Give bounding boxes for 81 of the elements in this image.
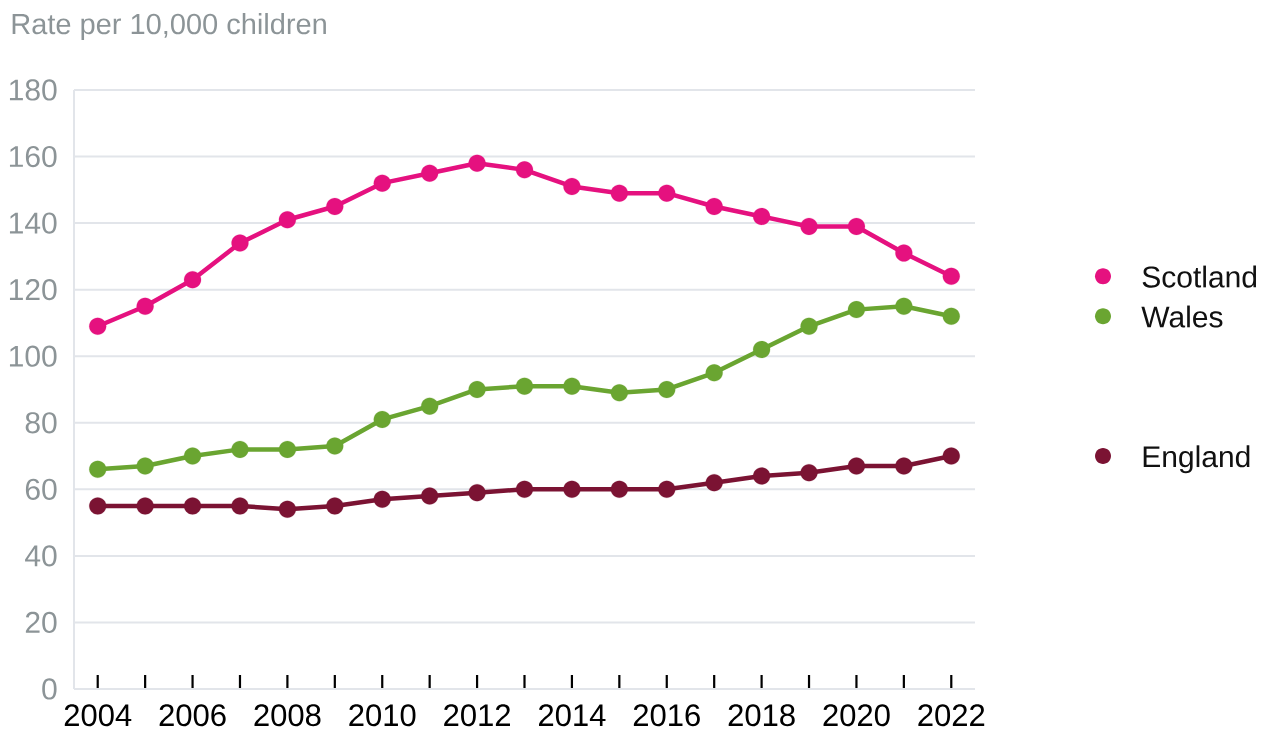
y-axis-title: Rate per 10,000 children xyxy=(12,12,326,41)
point xyxy=(847,217,866,236)
point xyxy=(753,467,771,485)
point xyxy=(563,480,581,498)
point xyxy=(753,340,771,359)
point xyxy=(895,297,913,315)
y-tick-label: 120 xyxy=(9,279,57,301)
point xyxy=(136,497,154,515)
point xyxy=(515,480,534,498)
point xyxy=(136,297,154,315)
point xyxy=(895,457,913,475)
point xyxy=(183,447,202,465)
y-tick-label: 0 xyxy=(42,678,57,700)
point xyxy=(753,207,771,226)
point xyxy=(847,301,866,319)
point xyxy=(278,211,296,229)
x-tick-label: 2016 xyxy=(633,704,700,727)
point xyxy=(800,217,818,236)
point xyxy=(136,457,154,475)
x-tick-label: 2008 xyxy=(254,704,321,727)
y-tick-label: 140 xyxy=(9,212,57,234)
point xyxy=(658,480,676,498)
point xyxy=(421,164,439,182)
point xyxy=(515,377,534,395)
point xyxy=(89,460,107,478)
point xyxy=(373,174,391,192)
x-tick-label: 2012 xyxy=(444,704,510,727)
point xyxy=(610,184,628,202)
legend-label: England xyxy=(1143,445,1250,474)
legend-label: Scotland xyxy=(1142,265,1257,288)
point xyxy=(610,480,628,498)
point xyxy=(326,497,344,515)
point xyxy=(278,500,296,518)
point xyxy=(421,487,439,505)
point xyxy=(942,447,960,465)
y-tick-label: 80 xyxy=(25,412,57,434)
x-tick-label: 2014 xyxy=(539,704,606,727)
point xyxy=(373,490,391,508)
x-tick-label: 2006 xyxy=(159,704,226,727)
x-tick-label: 2018 xyxy=(728,704,795,727)
point xyxy=(278,440,296,458)
point xyxy=(468,380,486,399)
point xyxy=(89,497,107,515)
point xyxy=(563,377,581,395)
point xyxy=(326,197,344,216)
point xyxy=(563,177,581,196)
x-tick-label: 2020 xyxy=(823,704,890,727)
point xyxy=(373,410,391,429)
point xyxy=(942,267,960,285)
y-tick-label: 60 xyxy=(25,478,57,500)
point xyxy=(705,364,723,382)
point xyxy=(705,197,723,216)
point xyxy=(800,464,818,482)
point xyxy=(847,457,866,475)
point xyxy=(658,184,676,202)
x-tick-label: 2022 xyxy=(918,704,985,727)
point xyxy=(231,497,249,515)
point xyxy=(183,497,202,515)
point xyxy=(705,474,723,492)
point xyxy=(183,271,202,289)
y-tick-label: 180 xyxy=(9,79,57,101)
y-tick-label: 160 xyxy=(9,145,57,168)
point xyxy=(468,484,486,502)
y-tick-label: 20 xyxy=(25,611,57,634)
point xyxy=(800,317,818,335)
point xyxy=(231,234,249,252)
point xyxy=(421,397,439,415)
point xyxy=(658,380,676,399)
point xyxy=(515,161,534,179)
legend-label: Wales xyxy=(1141,305,1223,328)
y-tick-label: 40 xyxy=(25,545,57,567)
y-tick-label: 100 xyxy=(9,345,57,367)
point xyxy=(610,384,628,402)
x-tick-label: 2010 xyxy=(349,704,416,727)
point xyxy=(231,440,249,458)
point xyxy=(89,317,107,335)
x-tick-label: 2004 xyxy=(64,704,132,727)
point xyxy=(326,437,344,455)
point xyxy=(895,244,913,262)
point xyxy=(942,307,960,325)
point xyxy=(468,154,486,172)
